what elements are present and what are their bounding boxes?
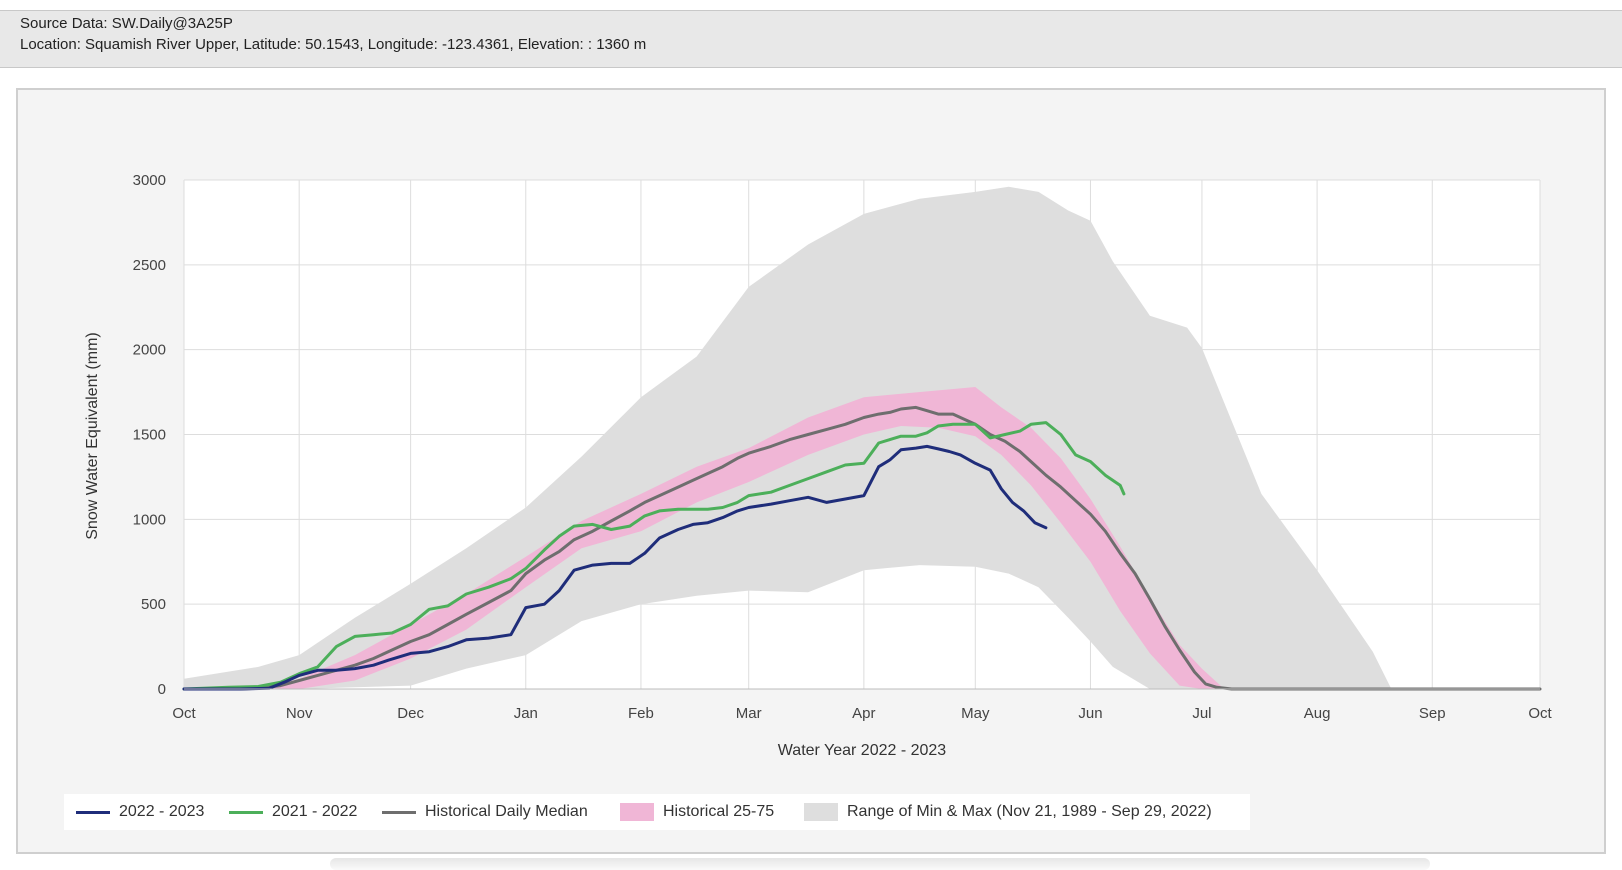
y-tick-label: 1500 [133,427,166,444]
y-tick-label: 2000 [133,342,166,359]
legend-label-2022-2023: 2022 - 2023 [119,803,205,820]
legend-swatch-range [804,803,838,821]
chart-legend: 2022 - 2023 2021 - 2022 Historical Daily… [64,794,1250,830]
legend-label-median: Historical Daily Median [425,803,588,820]
legend-swatch-2022-2023 [76,810,110,814]
legend-label-range: Range of Min & Max (Nov 21, 1989 - Sep 2… [847,803,1212,820]
x-tick-label: Mar [736,705,762,722]
y-tick-label: 1000 [133,511,166,528]
chart-lines [182,405,1542,691]
y-axis-label: Snow Water Equivalent (mm) [84,332,101,539]
x-tick-label: Aug [1304,705,1331,722]
x-tick-label: Oct [172,705,196,722]
legend-item-range[interactable]: Range of Min & Max (Nov 21, 1989 - Sep 2… [804,794,1212,830]
legend-item-median[interactable]: Historical Daily Median [382,794,588,830]
legend-item-2021-2022[interactable]: 2021 - 2022 [229,794,357,830]
chart-axes: 0 500 1000 1500 2000 2500 3000 Oct Nov Dec Jan Feb M… [133,172,1553,722]
legend-swatch-median [382,810,416,814]
x-tick-label: Jun [1078,705,1102,722]
x-tick-label: Feb [628,705,654,722]
x-tick-label: May [961,705,990,722]
y-tick-label: 500 [141,596,166,613]
legend-item-2022-2023[interactable]: 2022 - 2023 [76,794,204,830]
series-2021-2022-line [182,421,1126,691]
series-2022-2023-line [182,444,1048,691]
x-tick-label: Apr [852,705,875,722]
y-tick-label: 3000 [133,172,166,189]
bottom-shadow [330,858,1430,870]
y-tick-label: 2500 [133,257,166,274]
x-tick-label: Sep [1419,705,1446,722]
legend-swatch-2021-2022 [229,810,263,814]
legend-item-25-75[interactable]: Historical 25-75 [620,794,774,830]
legend-swatch-25-75 [620,803,654,821]
chart-areas [184,186,1540,690]
x-tick-label: Nov [286,705,313,722]
legend-label-25-75: Historical 25-75 [663,803,775,820]
source-data-text: Source Data: SW.Daily@3A25P [20,15,233,32]
x-tick-label: Jan [514,705,538,722]
legend-label-2021-2022: 2021 - 2022 [272,803,358,820]
header-bar: Source Data: SW.Daily@3A25P Location: Sq… [0,10,1622,68]
y-tick-label: 0 [158,681,166,698]
location-text: Location: Squamish River Upper, Latitude… [20,36,647,53]
historical-median-line [182,405,1542,691]
x-axis-label: Water Year 2022 - 2023 [778,742,947,759]
x-tick-label: Dec [397,705,424,722]
x-tick-label: Oct [1528,705,1552,722]
x-tick-label: Jul [1192,705,1211,722]
